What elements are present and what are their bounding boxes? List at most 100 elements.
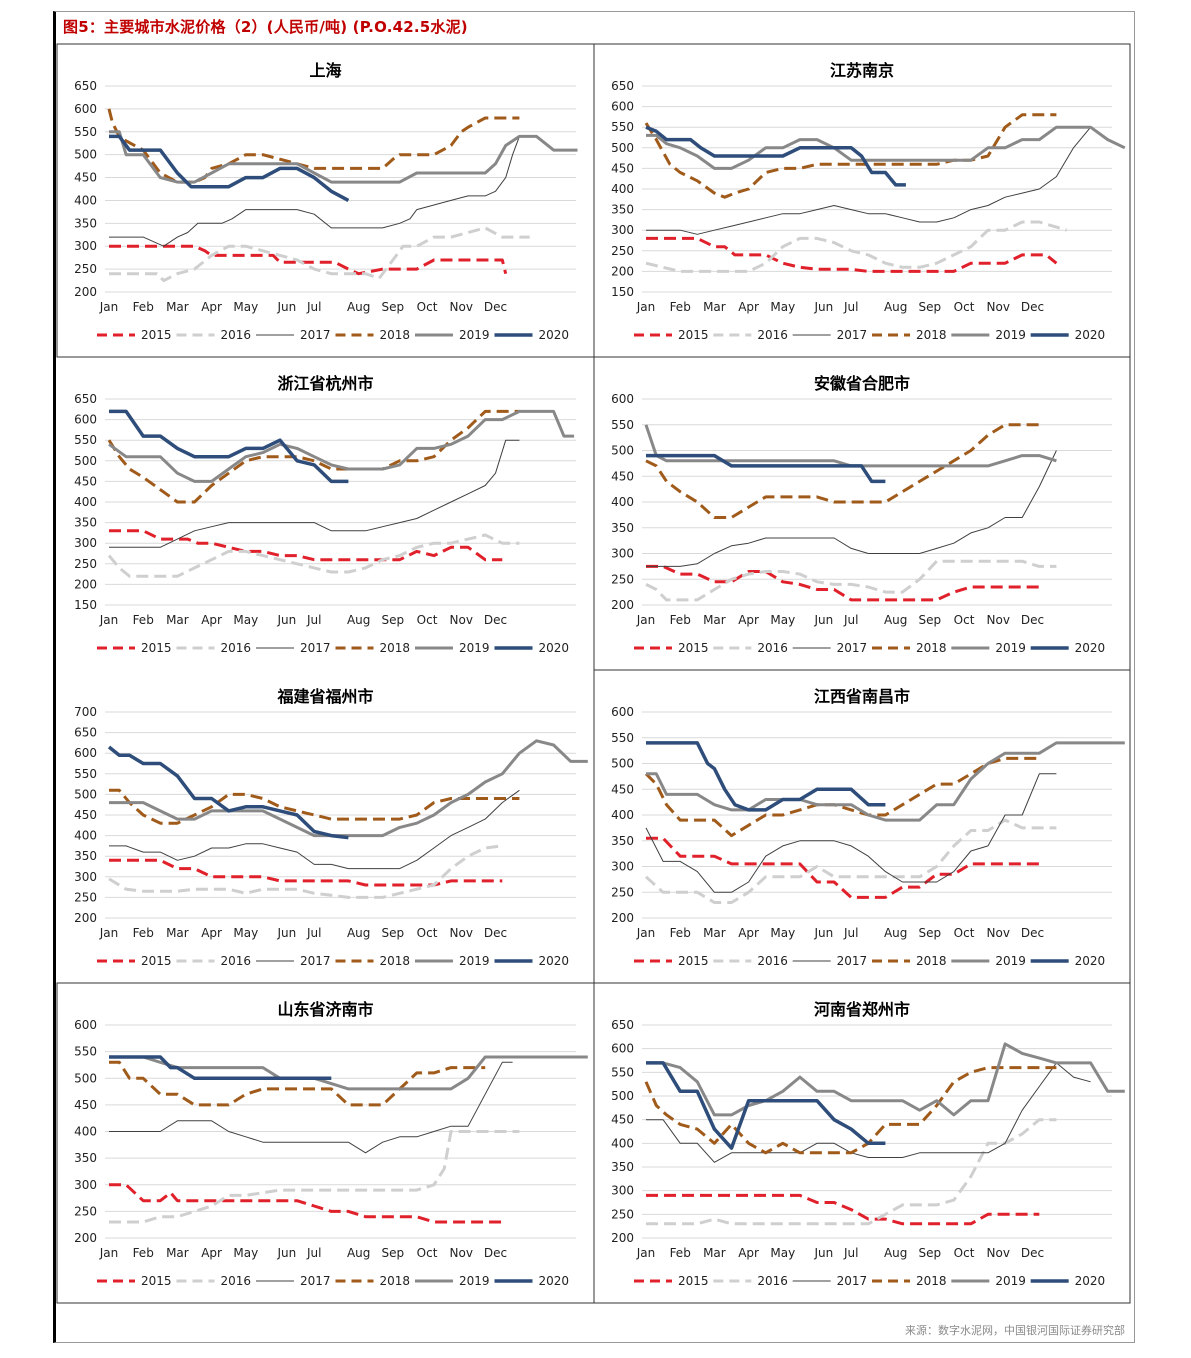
x-tick-label: Jun (276, 300, 296, 314)
chart-panel-4: 安徽省合肥市 200 250 300 350 400 450 500 550 600 Jan Feb M… (593, 356, 1131, 671)
x-tick-label: Jun (276, 1246, 296, 1260)
x-tick-label: Dec (1021, 613, 1044, 627)
x-tick-label: Mar (703, 1246, 726, 1260)
y-tick-label: 550 (74, 767, 97, 781)
y-tick-label: 500 (74, 787, 97, 801)
legend-label-2018: 2018 (380, 328, 411, 342)
x-tick-label: Nov (450, 1246, 473, 1260)
legend-label-2020: 2020 (539, 1274, 570, 1288)
legend-label-2019: 2019 (459, 1274, 490, 1288)
series-line-2019 (646, 1042, 1125, 1117)
x-tick-label: Oct (417, 926, 438, 940)
legend-label-2016: 2016 (757, 641, 788, 655)
x-tick-label: Jul (843, 1246, 858, 1260)
legend-label-2018: 2018 (916, 1274, 947, 1288)
series-line-2016 (107, 533, 520, 578)
y-tick-label: 150 (74, 598, 97, 612)
y-tick-label: 400 (611, 182, 634, 196)
x-tick-label: Jan (636, 613, 656, 627)
y-tick-label: 600 (611, 392, 634, 406)
series-line-2015 (109, 244, 508, 276)
y-tick-label: 650 (74, 726, 97, 740)
legend-label-2016: 2016 (221, 1274, 252, 1288)
x-tick-label: Mar (703, 926, 726, 940)
legend-label-2015: 2015 (678, 954, 709, 968)
legend-label-2018: 2018 (916, 328, 947, 342)
x-tick-label: Jun (813, 613, 833, 627)
series-line-2018 (107, 409, 520, 504)
legend-label-2016: 2016 (221, 328, 252, 342)
legend-label-2016: 2016 (757, 954, 788, 968)
series-line-2016 (645, 220, 1068, 273)
x-tick-label: Feb (133, 613, 154, 627)
y-tick-label: 500 (611, 1089, 634, 1103)
series-line-2017 (646, 1062, 1091, 1163)
y-tick-label: 400 (611, 808, 634, 822)
series-line-2018 (109, 788, 520, 825)
legend-label-2016: 2016 (757, 328, 788, 342)
y-tick-label: 300 (74, 536, 97, 550)
legend-label-2015: 2015 (141, 641, 172, 655)
x-tick-label: Apr (738, 613, 759, 627)
series-line-2015 (646, 836, 1040, 899)
legend-label-2019: 2019 (995, 641, 1026, 655)
series-line-2017 (646, 450, 1057, 567)
legend-label-2016: 2016 (221, 954, 252, 968)
y-tick-label: 300 (74, 239, 97, 253)
y-tick-label: 300 (611, 860, 634, 874)
series-line-2020 (107, 745, 349, 840)
y-tick-label: 250 (611, 885, 634, 899)
y-tick-label: 500 (611, 757, 634, 771)
legend-label-2019: 2019 (995, 1274, 1026, 1288)
legend-label-2019: 2019 (995, 328, 1026, 342)
series-line-2016 (108, 844, 503, 899)
chart-title: 浙江省杭州市 (277, 374, 373, 393)
x-tick-label: Jun (813, 300, 833, 314)
x-tick-label: Jul (306, 926, 321, 940)
y-tick-label: 350 (74, 849, 97, 863)
y-tick-label: 200 (74, 285, 97, 299)
y-tick-label: 400 (74, 1125, 97, 1139)
legend-label-2017: 2017 (300, 1274, 331, 1288)
x-tick-label: Apr (738, 300, 759, 314)
legend-label-2019: 2019 (995, 954, 1026, 968)
y-tick-label: 450 (611, 161, 634, 175)
y-tick-label: 400 (74, 495, 97, 509)
legend-label-2020: 2020 (1075, 954, 1106, 968)
x-tick-label: Oct (954, 926, 975, 940)
x-tick-label: Feb (670, 613, 691, 627)
x-tick-label: Aug (347, 613, 370, 627)
y-tick-label: 450 (611, 1113, 634, 1127)
y-tick-label: 500 (74, 1071, 97, 1085)
x-tick-label: Dec (484, 300, 507, 314)
series-line-2016 (644, 818, 1057, 904)
x-tick-label: Jul (843, 926, 858, 940)
y-tick-label: 550 (74, 433, 97, 447)
x-tick-label: Aug (347, 926, 370, 940)
x-tick-label: Dec (1021, 1246, 1044, 1260)
y-tick-label: 400 (74, 193, 97, 207)
y-tick-label: 450 (74, 474, 97, 488)
y-tick-label: 650 (74, 79, 97, 93)
legend-label-2020: 2020 (539, 328, 570, 342)
legend-label-2019: 2019 (459, 954, 490, 968)
y-tick-label: 300 (611, 1184, 634, 1198)
x-tick-label: Apr (201, 613, 222, 627)
y-tick-label: 500 (74, 454, 97, 468)
figure-frame (53, 11, 1135, 1343)
y-tick-label: 450 (74, 1098, 97, 1112)
y-tick-label: 250 (74, 890, 97, 904)
x-tick-label: Jan (636, 926, 656, 940)
series-line-2018 (109, 1060, 486, 1107)
x-tick-label: Aug (884, 300, 907, 314)
chart-panel-8: 河南省郑州市 200 250 300 350 400 450 500 550 600 650 Jan F… (593, 982, 1131, 1304)
series-line-2017 (109, 439, 520, 548)
legend-label-2015: 2015 (141, 1274, 172, 1288)
y-tick-label: 400 (611, 495, 634, 509)
chart-title: 安徽省合肥市 (814, 374, 910, 393)
panel-border (593, 982, 1131, 1304)
legend-label-2015: 2015 (141, 328, 172, 342)
y-tick-label: 700 (74, 705, 97, 719)
x-tick-label: May (770, 300, 795, 314)
